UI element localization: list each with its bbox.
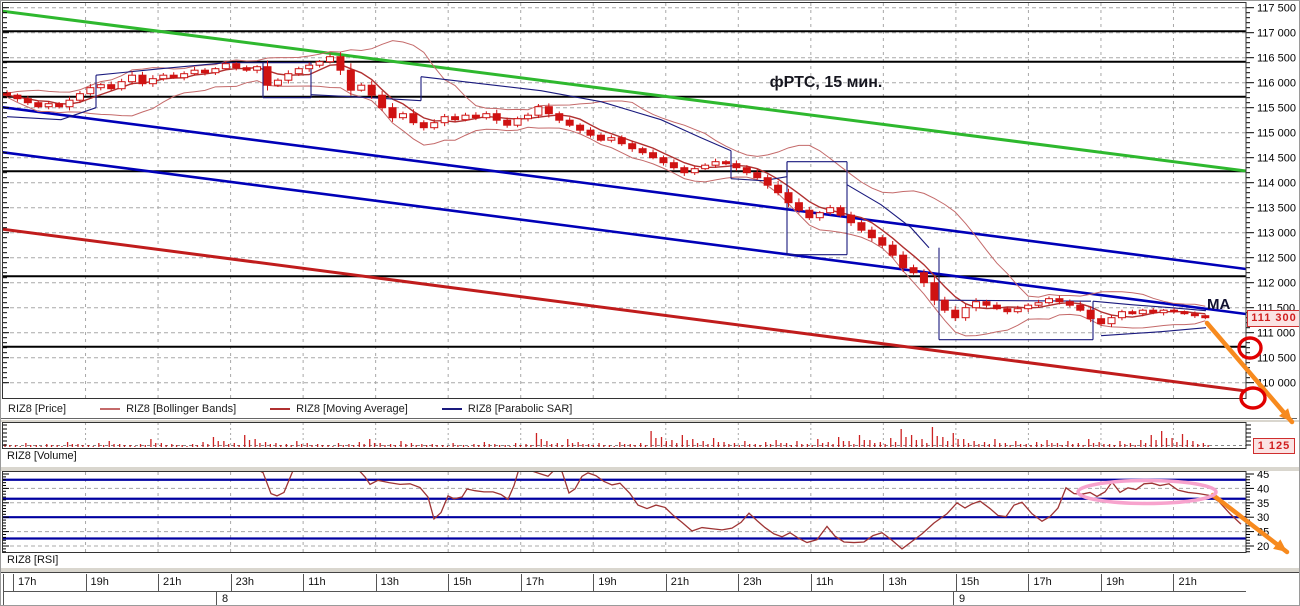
sar-line-sample bbox=[441, 407, 462, 410]
price-chart-svg[interactable]: 117 500 117 000 116 500 116 000 115 500 115 0… bbox=[1, 1, 1300, 399]
hour-cell: 21h bbox=[158, 574, 231, 592]
legend: RIZ8 [Price] RIZ8 [Bollinger Bands] RIZ8… bbox=[1, 399, 1297, 419]
date-cell bbox=[3, 592, 216, 605]
hour-cell: 17h bbox=[520, 574, 594, 592]
trend-lines bbox=[3, 9, 1246, 393]
rsi-axis-label: 35 bbox=[1257, 498, 1269, 510]
volume-panel-label: RIZ8 [Volume] bbox=[7, 450, 77, 462]
rsi-axis-label: 20 bbox=[1257, 541, 1269, 553]
price-axis-label: 115 000 bbox=[1257, 128, 1296, 140]
hour-cell: 21h bbox=[1173, 574, 1246, 592]
hour-cell: 15h bbox=[955, 574, 1029, 592]
legend-item-price: RIZ8 [Price] bbox=[8, 402, 67, 415]
legend-item-sar: RIZ8 [Parabolic SAR] bbox=[441, 403, 572, 415]
time-axis[interactable]: 17h 19h 21h 23h 11h 13h 15h 17h 19h 21h 23h 11h 13h 1… bbox=[1, 572, 1299, 605]
volume-chart-svg[interactable] bbox=[1, 422, 1300, 467]
price-axis-label: 111 000 bbox=[1257, 328, 1295, 340]
rsi-axis-label: 40 bbox=[1257, 483, 1269, 495]
hour-cell: 23h bbox=[230, 574, 304, 592]
rsi-chart-svg[interactable]: 45 40 35 30 25 20 bbox=[1, 471, 1300, 568]
price-axis-label: 112 500 bbox=[1257, 253, 1296, 265]
hour-cell: 17h bbox=[1028, 574, 1101, 592]
hour-cell: 15h bbox=[448, 574, 521, 592]
price-axis-label: 117 500 bbox=[1257, 3, 1296, 15]
bollinger-line-sample bbox=[100, 407, 121, 410]
price-axis-label: 112 000 bbox=[1257, 278, 1296, 290]
date-cell: 8 bbox=[216, 592, 953, 605]
volume-panel: RIZ8 [Volume] bbox=[1, 422, 1300, 467]
rsi-axis-label: 25 bbox=[1257, 527, 1269, 539]
chart-title: фРТС, 15 мин. bbox=[770, 74, 883, 91]
rsi-panel-label: RIZ8 [RSI] bbox=[7, 554, 59, 566]
parabolic-sar bbox=[6, 62, 1207, 341]
hour-cell: 17h bbox=[13, 574, 86, 592]
price-axis-label: 110 000 bbox=[1257, 378, 1296, 390]
hour-cell: 19h bbox=[85, 574, 159, 592]
ma-annotation-label: MA bbox=[1207, 296, 1230, 313]
price-axis-label: 114 000 bbox=[1257, 178, 1296, 190]
date-cell: 9 bbox=[953, 592, 1246, 605]
last-volume-badge: 1 125 bbox=[1253, 438, 1295, 454]
last-price-badge: 111 300 bbox=[1247, 310, 1299, 327]
price-axis-label: 116 500 bbox=[1257, 53, 1296, 65]
legend-item-ma: RIZ8 [Moving Average] bbox=[270, 403, 408, 415]
hour-cell-lead bbox=[3, 574, 13, 592]
price-axis-label: 113 500 bbox=[1257, 203, 1296, 215]
hour-cell: 11h bbox=[303, 574, 376, 592]
ma-line-sample bbox=[270, 407, 291, 410]
price-axis-label: 116 000 bbox=[1257, 78, 1296, 90]
hour-cell: 13h bbox=[375, 574, 449, 592]
bollinger-bands bbox=[6, 40, 1206, 337]
legend-item-bollinger: RIZ8 [Bollinger Bands] bbox=[100, 403, 236, 415]
candlesticks bbox=[3, 52, 1210, 328]
plot-border bbox=[2, 2, 1247, 399]
hour-cell: 21h bbox=[665, 574, 739, 592]
rsi-panel: 45 40 35 30 25 20 RIZ8 [RSI] bbox=[1, 471, 1300, 568]
hour-cell: 13h bbox=[883, 574, 956, 592]
hour-cell: 19h bbox=[593, 574, 666, 592]
price-axis-label: 115 500 bbox=[1257, 103, 1296, 115]
hour-cell: 19h bbox=[1100, 574, 1174, 592]
price-axis-label: 117 000 bbox=[1257, 28, 1296, 40]
price-axis-label: 113 000 bbox=[1257, 228, 1296, 240]
rsi-axis-label: 45 bbox=[1257, 471, 1269, 481]
hour-cell: 23h bbox=[738, 574, 811, 592]
price-axis-label: 114 500 bbox=[1257, 153, 1296, 165]
price-axis-label: 110 500 bbox=[1257, 353, 1296, 365]
hour-cell: 11h bbox=[810, 574, 884, 592]
rsi-axis-label: 30 bbox=[1257, 512, 1269, 524]
price-panel: 117 500 117 000 116 500 116 000 115 500 115 0… bbox=[1, 1, 1300, 420]
